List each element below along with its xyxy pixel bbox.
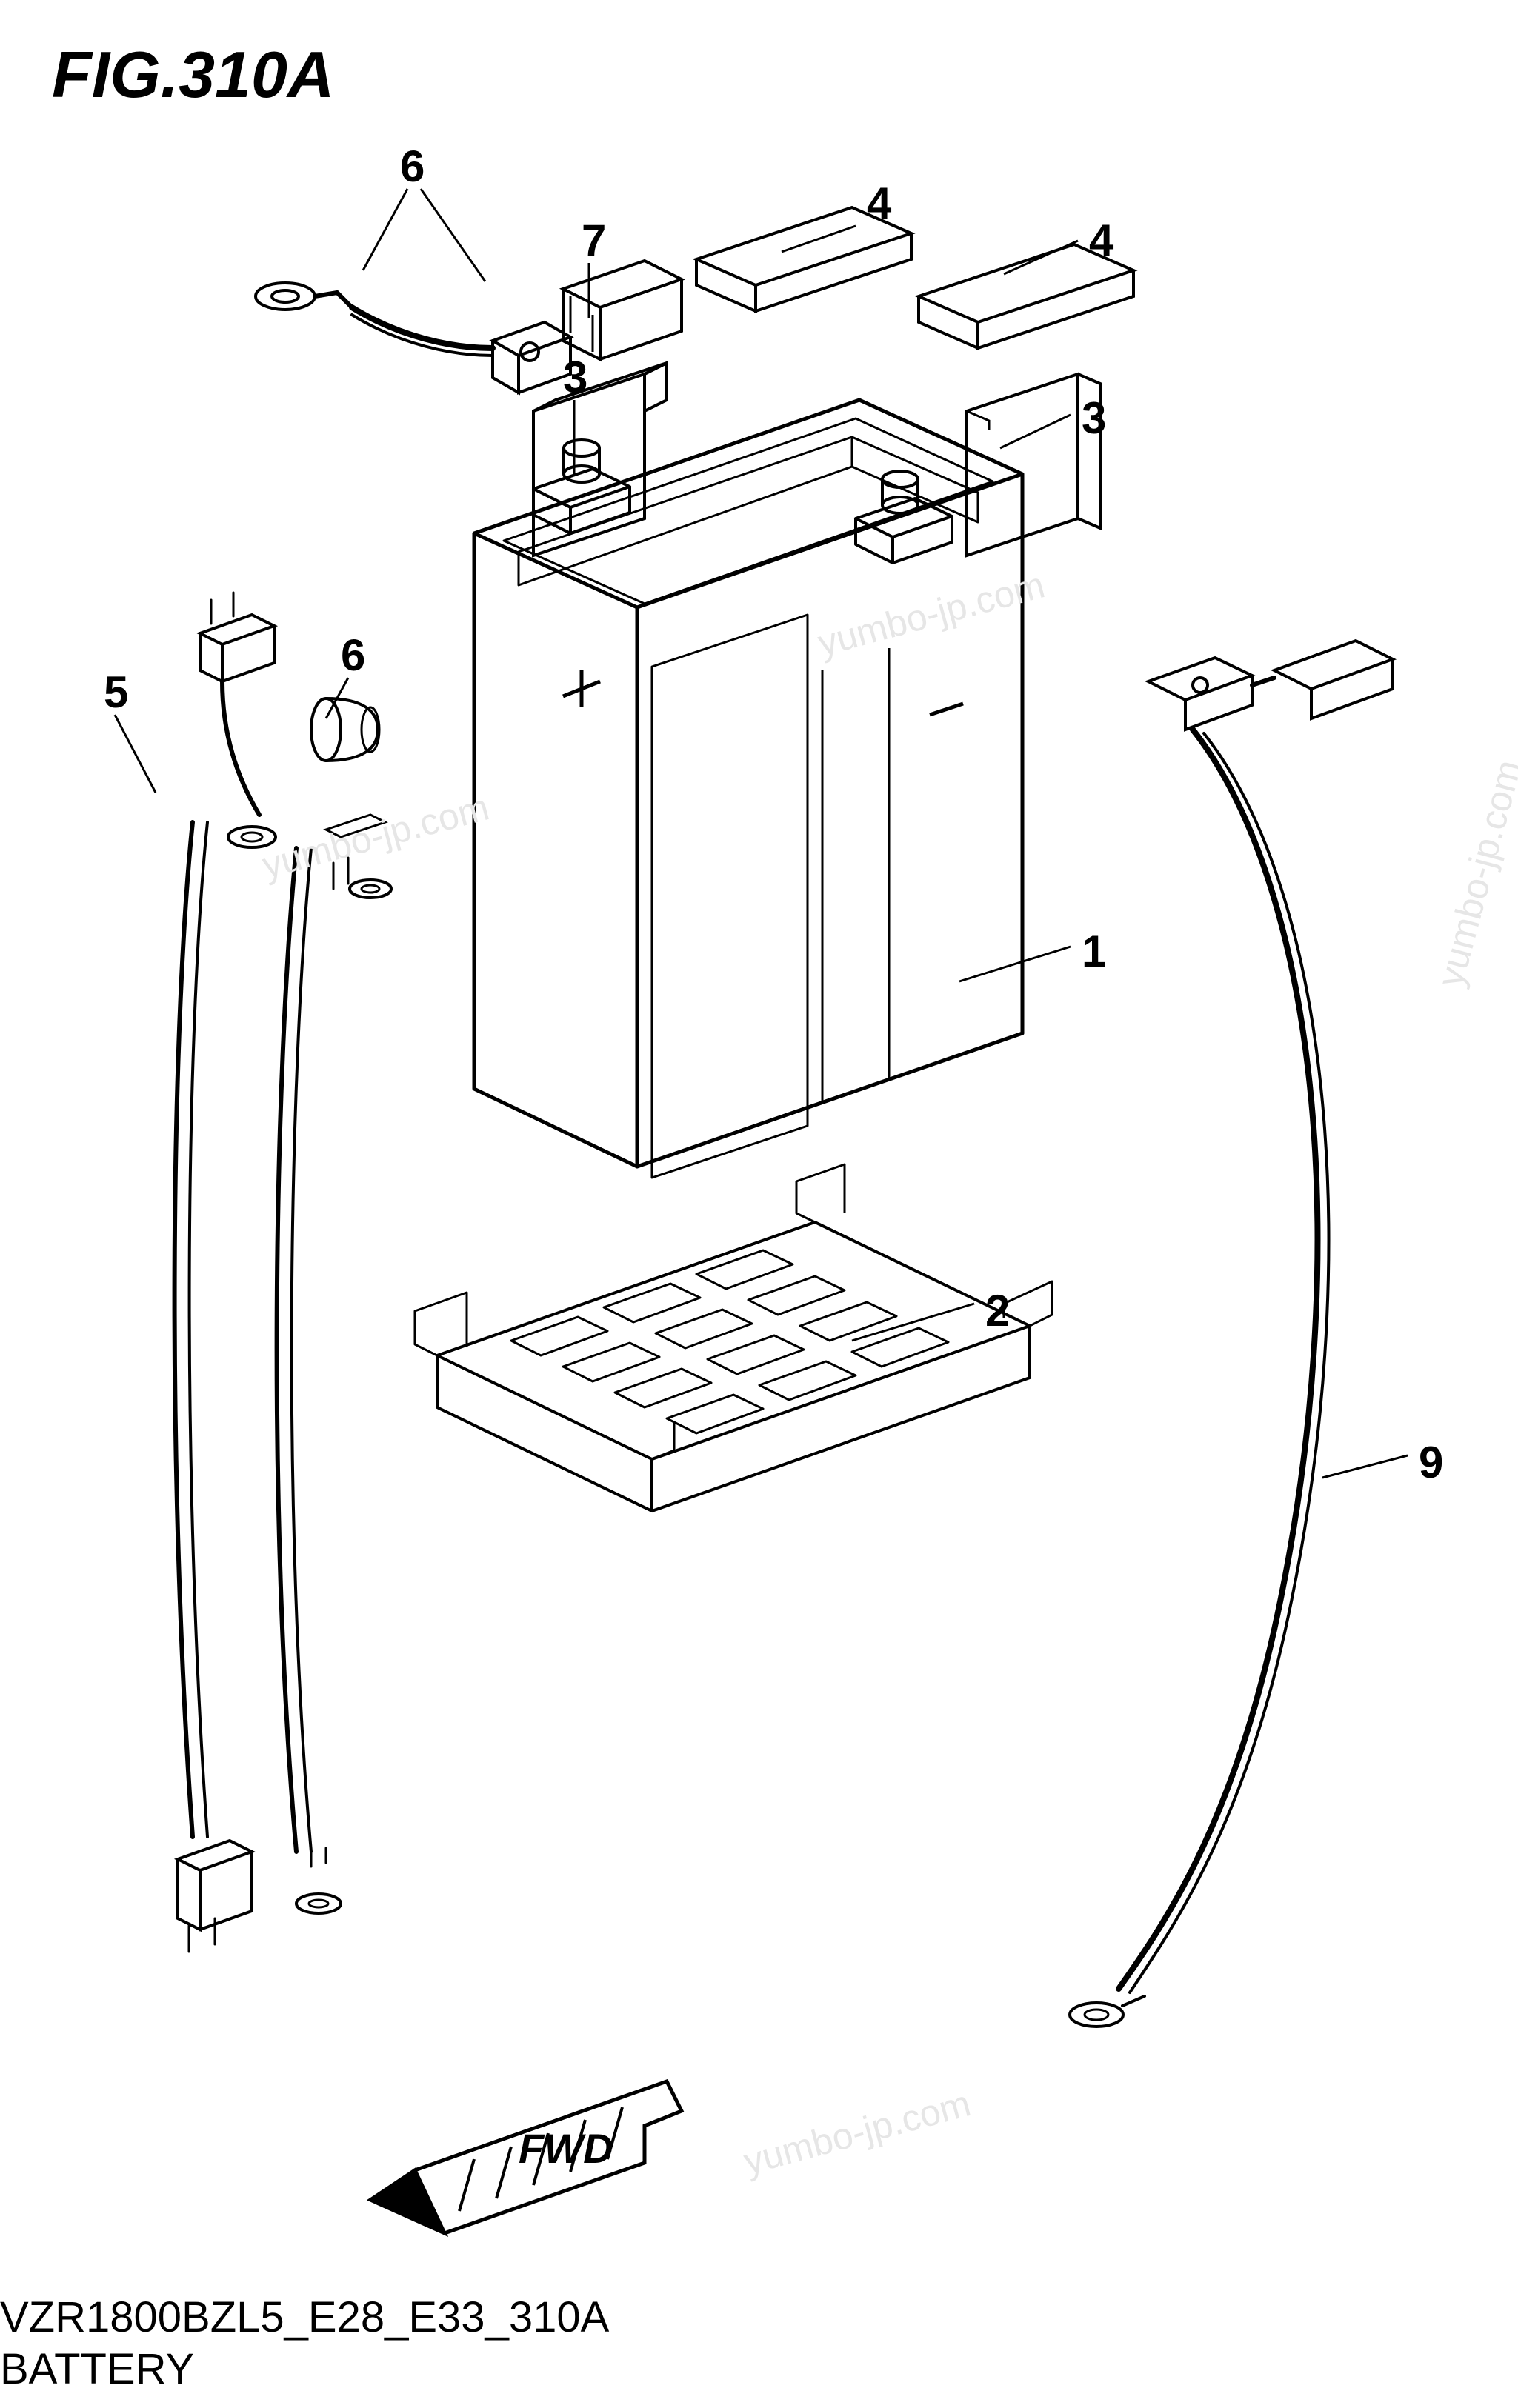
callout-5: 5 [104, 667, 128, 718]
battery-tray [415, 1164, 1052, 1511]
callout-3a: 3 [563, 352, 587, 403]
callout-8: 7 [582, 215, 606, 266]
callout-3b: 3 [1082, 393, 1106, 444]
battery-body [474, 400, 1022, 1178]
shield-plate-right [967, 374, 1100, 556]
battery-exploded-diagram: FWD [0, 0, 1518, 2408]
harness-5 [175, 593, 391, 1952]
footer-partcode: VZR1800BZL5_E28_E33_310A [0, 2292, 609, 2342]
callout-4b: 4 [1089, 215, 1113, 266]
cable-7-positive-lead [256, 283, 570, 393]
figure-title: FIG.310A [52, 37, 334, 113]
cable-9-ground [1070, 641, 1393, 2027]
footer-section: BATTERY [0, 2344, 194, 2394]
terminal-boot [563, 261, 682, 359]
callout-4a: 4 [867, 178, 891, 229]
fwd-label: FWD [519, 2125, 613, 2172]
callout-1: 1 [1082, 926, 1106, 977]
callout-6: 6 [341, 630, 365, 681]
fwd-arrow: FWD [370, 2081, 682, 2233]
callout-9: 9 [1419, 1437, 1443, 1488]
callout-7: 6 [400, 141, 425, 192]
callout-2: 2 [985, 1285, 1010, 1336]
